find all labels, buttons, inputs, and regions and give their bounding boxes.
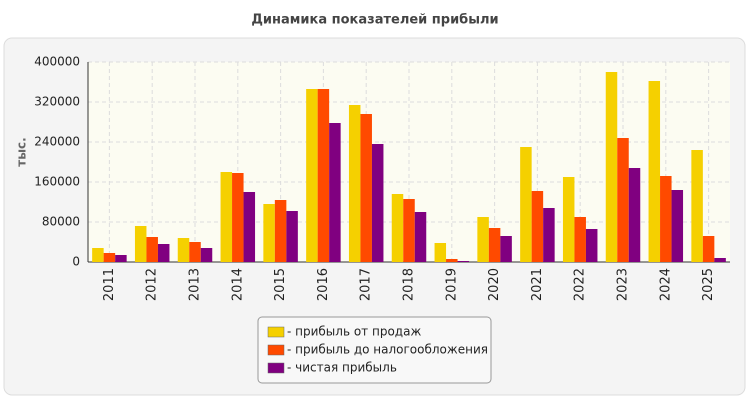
bar — [92, 248, 104, 262]
bar — [691, 150, 703, 262]
legend-swatch — [267, 344, 285, 356]
bar — [702, 236, 715, 262]
x-tick-label: 2020 — [487, 268, 502, 301]
x-tick-label: 2017 — [359, 268, 374, 301]
bar — [434, 243, 447, 262]
legend-label: - чистая прибыль — [287, 361, 397, 375]
bar — [220, 172, 233, 262]
bar — [648, 81, 661, 262]
bar — [671, 190, 684, 262]
bar — [457, 261, 470, 262]
bar — [103, 253, 116, 262]
bar — [605, 72, 618, 262]
y-axis-label: тыс. — [15, 137, 29, 166]
bar — [146, 237, 158, 262]
legend-label: - прибыль до налогообложения — [287, 343, 488, 357]
bar — [243, 192, 256, 262]
x-tick-label: 2011 — [102, 268, 117, 301]
bar — [391, 194, 404, 262]
x-tick-label: 2025 — [701, 268, 716, 301]
bar — [360, 114, 372, 262]
y-tick-label: 400000 — [34, 55, 80, 69]
bar — [562, 177, 575, 262]
bar — [660, 176, 672, 262]
bar — [628, 168, 641, 262]
x-tick-label: 2019 — [444, 268, 459, 301]
bar — [232, 173, 244, 262]
bar — [477, 217, 489, 262]
bar — [286, 211, 298, 262]
x-tick-label: 2018 — [402, 268, 417, 301]
bar — [520, 147, 532, 262]
bar — [403, 199, 415, 262]
bar — [500, 236, 512, 262]
bar — [371, 144, 384, 262]
x-tick-label: 2023 — [616, 268, 631, 301]
bar — [263, 204, 275, 262]
x-tick-label: 2024 — [658, 268, 673, 301]
chart-title: Динамика показателей прибыли — [251, 13, 498, 28]
bar — [157, 244, 170, 262]
bar — [446, 259, 458, 262]
bar — [177, 238, 190, 262]
x-tick-label: 2022 — [573, 268, 588, 301]
legend — [257, 316, 492, 384]
y-tick-label: 80000 — [42, 215, 80, 229]
y-tick-label: 320000 — [34, 95, 80, 109]
bar — [585, 229, 598, 262]
bar — [329, 123, 341, 262]
bar — [306, 89, 318, 262]
bar — [574, 217, 586, 262]
legend-swatch — [267, 326, 285, 338]
y-tick-label: 240000 — [34, 135, 80, 149]
bar — [317, 89, 330, 262]
x-tick-label: 2015 — [273, 268, 288, 301]
x-tick-label: 2016 — [316, 268, 331, 301]
bar — [348, 105, 361, 262]
x-tick-label: 2013 — [188, 268, 203, 301]
y-tick-label: 160000 — [34, 175, 80, 189]
bar — [617, 138, 629, 262]
bar — [115, 255, 127, 262]
bar — [531, 191, 544, 262]
legend-swatch — [267, 362, 285, 374]
bar — [134, 226, 147, 262]
bar — [543, 208, 555, 262]
bar — [714, 258, 726, 262]
bar — [200, 248, 213, 262]
legend-label: - прибыль от продаж — [287, 325, 421, 339]
x-tick-label: 2012 — [145, 268, 160, 301]
x-tick-label: 2021 — [530, 268, 545, 301]
bar — [189, 242, 201, 262]
bar — [274, 200, 287, 262]
bar — [414, 212, 427, 262]
bar — [488, 228, 501, 262]
y-tick-label: 0 — [72, 255, 80, 269]
x-tick-label: 2014 — [230, 268, 245, 301]
